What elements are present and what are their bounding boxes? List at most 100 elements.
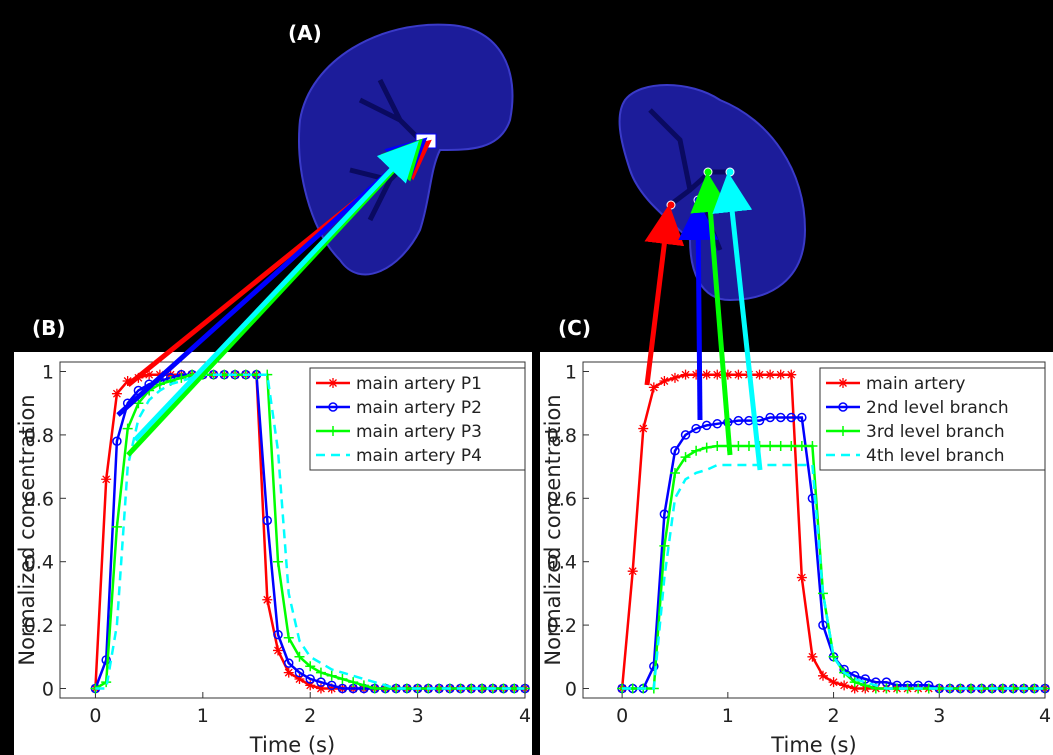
marker bbox=[796, 441, 807, 451]
marker bbox=[316, 677, 326, 687]
marker bbox=[680, 369, 691, 380]
marker bbox=[691, 445, 702, 456]
marker bbox=[111, 521, 122, 532]
x-axis-label: Time (s) bbox=[770, 733, 856, 755]
x-tick-label: 4 bbox=[519, 705, 531, 727]
marker bbox=[112, 436, 122, 446]
x-tick-label: 3 bbox=[412, 705, 424, 727]
y-axis-label: Normalized concentration bbox=[541, 394, 565, 665]
marker bbox=[691, 369, 702, 380]
plot-frame bbox=[59, 361, 526, 699]
marker bbox=[328, 402, 338, 412]
marker bbox=[786, 412, 797, 423]
marker bbox=[786, 441, 797, 451]
y-tick-label: 0.6 bbox=[24, 488, 54, 510]
marker bbox=[337, 683, 348, 694]
marker bbox=[712, 369, 723, 380]
marker bbox=[828, 677, 839, 688]
marker bbox=[733, 369, 744, 380]
legend-label: 4th level branch bbox=[866, 446, 1005, 466]
panel-label: (B) bbox=[32, 316, 66, 340]
marker bbox=[838, 378, 848, 388]
x-tick-label: 4 bbox=[1039, 705, 1051, 727]
marker bbox=[765, 369, 776, 380]
marker bbox=[337, 673, 348, 684]
marker bbox=[691, 423, 701, 434]
marker bbox=[315, 683, 326, 694]
legend-box bbox=[819, 367, 1046, 471]
marker bbox=[712, 419, 723, 429]
x-tick-label: 1 bbox=[197, 705, 209, 727]
marker bbox=[369, 683, 380, 694]
y-tick-label: 1 bbox=[565, 362, 577, 384]
marker bbox=[328, 378, 338, 388]
marker bbox=[165, 369, 176, 380]
legend-label: 3rd level branch bbox=[866, 422, 1005, 442]
x-tick-label: 0 bbox=[616, 705, 628, 727]
marker bbox=[680, 452, 691, 463]
legend-box bbox=[309, 367, 526, 471]
marker bbox=[765, 441, 776, 451]
marker bbox=[807, 651, 818, 662]
marker bbox=[786, 369, 797, 380]
marker bbox=[101, 655, 111, 665]
marker bbox=[701, 420, 712, 431]
marker bbox=[775, 412, 786, 423]
panel-label: (C) bbox=[558, 316, 591, 340]
x-tick-label: 2 bbox=[828, 705, 840, 727]
marker bbox=[796, 572, 807, 583]
marker bbox=[807, 441, 818, 451]
marker bbox=[659, 376, 670, 387]
marker bbox=[154, 379, 165, 390]
marker bbox=[838, 426, 848, 436]
marker bbox=[659, 540, 670, 551]
legend-label: main artery P2 bbox=[356, 398, 482, 418]
marker bbox=[817, 670, 828, 681]
y-tick-label: 0.8 bbox=[24, 425, 54, 447]
marker bbox=[839, 680, 850, 691]
marker bbox=[797, 412, 807, 423]
marker bbox=[849, 677, 860, 688]
marker bbox=[648, 382, 659, 393]
x-tick-label: 2 bbox=[304, 705, 316, 727]
chart: (B) 0 0.2 0.4 0.6 0.8 1 0 1 2 3 4 Time (s) Normalized… bbox=[14, 316, 532, 755]
y-tick-label: 0.2 bbox=[24, 615, 54, 637]
x-tick-label: 3 bbox=[933, 705, 945, 727]
y-tick-label: 0.4 bbox=[24, 552, 54, 574]
marker bbox=[765, 412, 775, 423]
y-tick-label: 0.2 bbox=[547, 615, 577, 637]
panel-label: (A) bbox=[288, 21, 322, 45]
y-tick-label: 0.4 bbox=[547, 552, 577, 574]
marker bbox=[315, 667, 326, 678]
marker bbox=[775, 369, 786, 380]
marker bbox=[294, 667, 305, 678]
marker bbox=[305, 674, 315, 684]
marker bbox=[701, 442, 712, 453]
marker bbox=[638, 423, 649, 434]
marker bbox=[849, 683, 860, 694]
marker bbox=[649, 661, 659, 672]
marker bbox=[101, 474, 112, 485]
marker bbox=[122, 376, 133, 387]
marker bbox=[294, 673, 305, 684]
marker bbox=[262, 515, 273, 526]
y-tick-label: 0 bbox=[42, 678, 54, 700]
marker bbox=[754, 369, 765, 380]
marker bbox=[838, 402, 848, 412]
marker bbox=[348, 677, 359, 688]
marker bbox=[669, 467, 680, 478]
arrows bbox=[116, 137, 763, 471]
marker bbox=[828, 651, 839, 662]
x-tick-label: 1 bbox=[722, 705, 734, 727]
marker bbox=[305, 661, 316, 672]
y-tick-label: 0 bbox=[565, 678, 577, 700]
marker bbox=[733, 441, 744, 451]
marker bbox=[358, 680, 369, 691]
marker bbox=[273, 629, 283, 640]
legend-label: main artery P3 bbox=[356, 422, 482, 442]
marker bbox=[122, 423, 133, 434]
legend: main artery P1 main artery P2 main artery … bbox=[309, 367, 526, 471]
marker bbox=[669, 372, 680, 383]
marker bbox=[328, 426, 338, 436]
marker bbox=[326, 680, 337, 691]
